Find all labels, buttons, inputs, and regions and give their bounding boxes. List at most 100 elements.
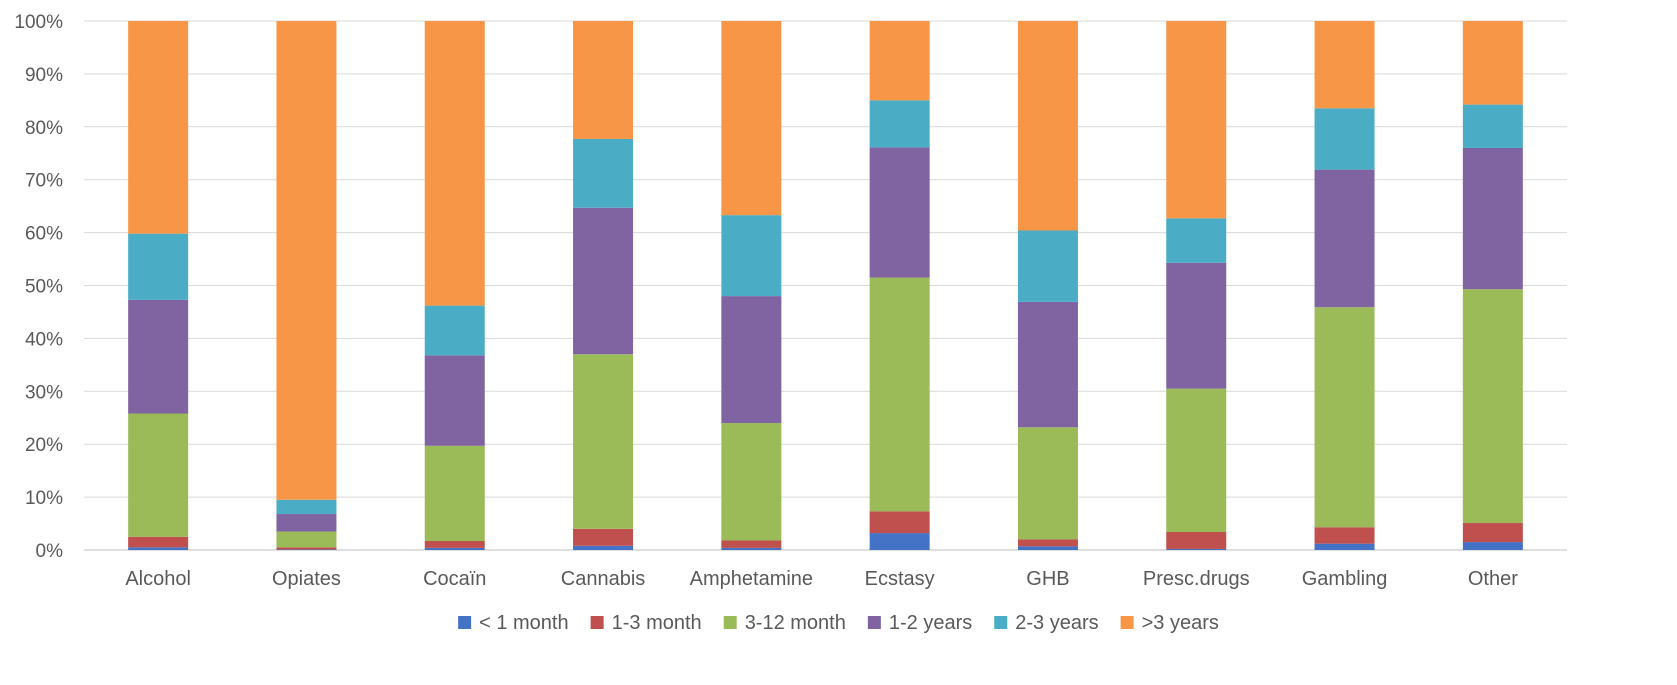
bar-segment-3-12-month: [1462, 289, 1523, 524]
bar-stack-amphetamine: [721, 21, 782, 550]
bar-segment-2-3-years: [869, 100, 930, 148]
legend-item: < 1 month: [458, 612, 569, 634]
y-tick-label: 50%: [25, 277, 63, 298]
bar-segment-1-month: [424, 547, 485, 550]
bar-segment-3-years: [276, 21, 337, 500]
bar-segment-1-month: [276, 549, 337, 550]
legend-swatch: [590, 616, 604, 629]
bar-segment-1-3-month: [424, 541, 485, 548]
bar-stack-ghb: [1017, 21, 1078, 550]
legend-label: < 1 month: [479, 612, 569, 634]
legend-label: 1-2 years: [889, 612, 972, 634]
bar-stack-presc-drugs: [1166, 21, 1227, 550]
legend-item: 2-3 years: [994, 612, 1099, 634]
bar-segment-2-3-years: [424, 305, 485, 356]
bar-segment-3-years: [1017, 21, 1078, 231]
bar-stack-ecstasy: [869, 21, 930, 550]
bar-segment-1-month: [1166, 548, 1227, 550]
bar-segment-3-years: [573, 21, 634, 139]
bar-segment-3-12-month: [276, 531, 337, 548]
y-tick-label: 100%: [14, 12, 63, 33]
bar-segment-1-month: [1462, 542, 1523, 550]
bar-segment-3-years: [869, 21, 930, 101]
bar-segment-2-3-years: [276, 499, 337, 515]
x-category-label: GHB: [1026, 568, 1069, 590]
bar-segment-3-12-month: [1166, 388, 1227, 533]
bar-segment-3-12-month: [869, 277, 930, 512]
bar-segment-1-2-years: [1462, 147, 1523, 290]
bar-segment-1-2-years: [721, 296, 782, 424]
legend-label: >3 years: [1142, 612, 1219, 634]
legend: < 1 month 1-3 month 3-12 month 1-2 years 2-3…: [458, 612, 1219, 634]
y-tick-label: 30%: [25, 382, 63, 403]
legend-item: >3 years: [1120, 612, 1219, 634]
bar-stack-alcohol: [128, 21, 189, 550]
bar-segment-1-3-month: [721, 540, 782, 548]
bar-segment-1-2-years: [424, 355, 485, 446]
x-category-label: Opiates: [272, 568, 341, 590]
bar-segment-1-month: [128, 547, 189, 550]
bar-segment-2-3-years: [573, 138, 634, 208]
legend-swatch: [1120, 616, 1134, 629]
bar-stack-cannabis: [573, 21, 634, 550]
y-tick-label: 20%: [25, 435, 63, 456]
bar-segment-1-month: [1017, 546, 1078, 550]
x-category-label: Presc.drugs: [1143, 568, 1250, 590]
y-tick-label: 10%: [25, 488, 63, 509]
bar-segment-2-3-years: [1462, 104, 1523, 148]
y-tick-label: 60%: [25, 224, 63, 245]
bar-segment-3-years: [1166, 21, 1227, 219]
y-tick-label: 80%: [25, 118, 63, 139]
bar-segment-1-3-month: [276, 547, 337, 550]
bar-segment-1-2-years: [869, 147, 930, 278]
legend-swatch: [867, 616, 881, 629]
bar-segment-1-month: [869, 533, 930, 550]
bar-segment-1-3-month: [1166, 532, 1227, 549]
bar-segment-1-2-years: [276, 514, 337, 532]
x-category-label: Ecstasy: [865, 568, 935, 590]
x-category-label: Cannabis: [561, 568, 646, 590]
bar-segment-2-3-years: [1017, 230, 1078, 302]
bar-segment-3-12-month: [424, 445, 485, 542]
x-category-label: Gambling: [1302, 568, 1388, 590]
bar-segment-1-3-month: [1314, 527, 1375, 544]
legend-swatch: [723, 616, 737, 629]
legend-label: 3-12 month: [745, 612, 846, 634]
bar-segment-2-3-years: [1314, 108, 1375, 170]
x-category-label: Alcohol: [125, 568, 191, 590]
bar-segment-2-3-years: [1166, 218, 1227, 263]
x-axis-category-labels: Alcohol Opiates Cocaïn Cannabis Amphetamine E…: [125, 568, 1518, 590]
legend-item: 3-12 month: [723, 612, 846, 634]
bar-segment-3-years: [424, 21, 485, 306]
bar-segment-1-3-month: [869, 511, 930, 534]
bar-segment-1-month: [721, 547, 782, 550]
bar-segment-3-years: [128, 21, 189, 234]
x-category-label: Cocaïn: [423, 568, 486, 590]
legend-item: 1-3 month: [590, 612, 702, 634]
bar-segment-3-years: [1314, 21, 1375, 109]
bar-segment-1-3-month: [573, 528, 634, 546]
bar-segment-1-2-years: [1166, 262, 1227, 389]
y-tick-label: 0%: [36, 541, 64, 562]
bar-stack-coca-n: [424, 21, 485, 550]
bar-segment-2-3-years: [721, 215, 782, 297]
y-tick-label: 90%: [25, 65, 63, 86]
legend-swatch: [994, 616, 1008, 629]
bar-segment-1-2-years: [128, 299, 189, 414]
bars: [128, 21, 1523, 550]
bar-segment-3-years: [1462, 21, 1523, 105]
bar-segment-3-12-month: [573, 354, 634, 529]
x-category-label: Amphetamine: [690, 568, 813, 590]
bar-segment-3-12-month: [1017, 427, 1078, 540]
y-axis-tick-labels: 0% 10% 20% 30% 40% 50% 60% 70% 80% 90% 100%: [14, 12, 63, 562]
bar-segment-1-3-month: [128, 536, 189, 548]
legend-item: 1-2 years: [867, 612, 972, 634]
bar-segment-1-2-years: [573, 207, 634, 355]
bar-stack-gambling: [1314, 21, 1375, 550]
bar-segment-1-month: [573, 545, 634, 550]
bar-segment-3-12-month: [128, 413, 189, 537]
bar-stack-other: [1462, 21, 1523, 550]
bar-segment-1-3-month: [1017, 539, 1078, 547]
